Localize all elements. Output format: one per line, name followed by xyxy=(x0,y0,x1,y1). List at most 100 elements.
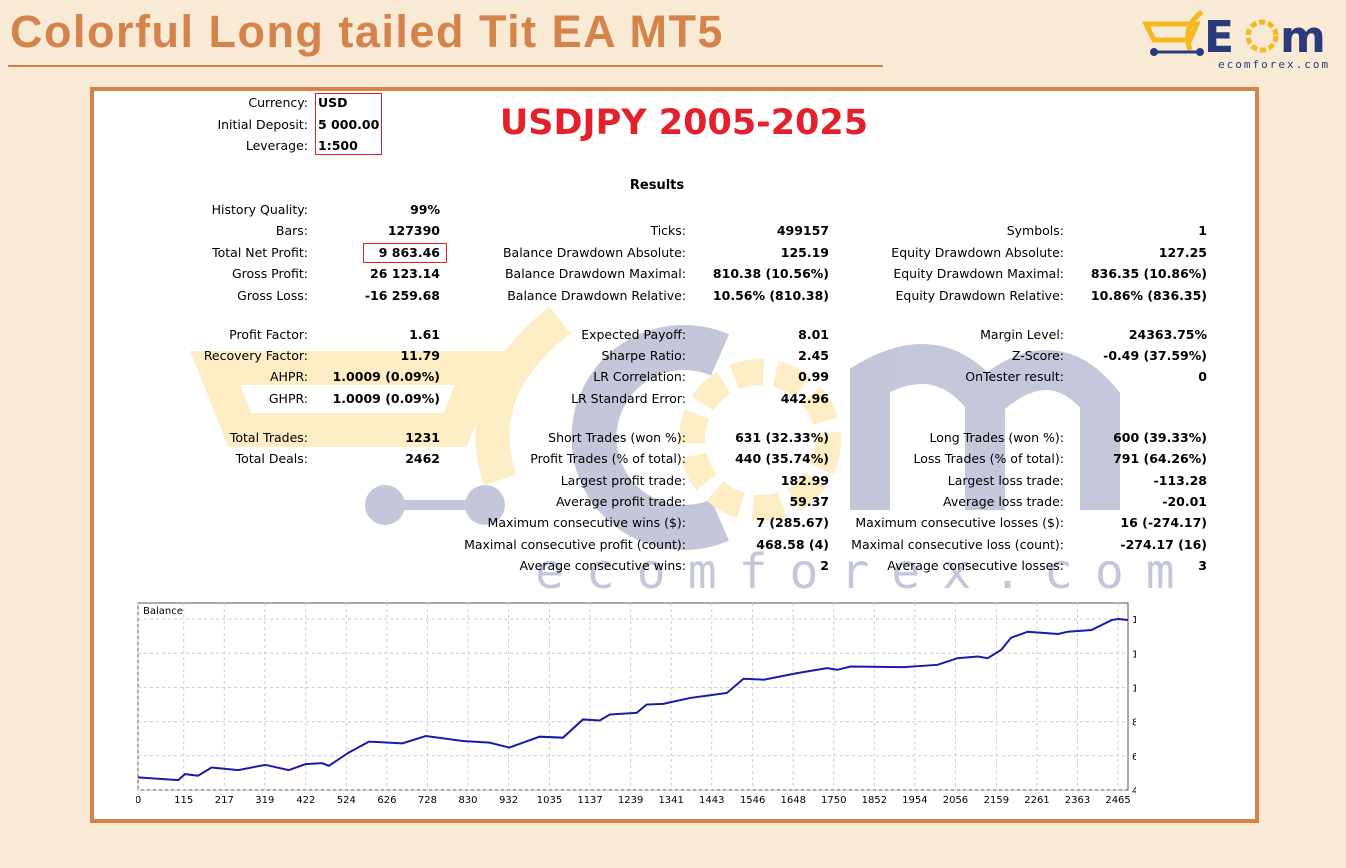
y-tick-label: 4373 xyxy=(1132,786,1136,797)
plot-area xyxy=(137,602,1129,791)
stat-label: Recovery Factor: xyxy=(203,348,308,363)
svg-text:E: E xyxy=(1204,12,1234,63)
stat-label: Equity Drawdown Maximal: xyxy=(893,266,1064,281)
stat-label: Total Trades: xyxy=(229,430,308,445)
stat-value: -0.49 (37.59%) xyxy=(1103,348,1207,363)
x-tick-label: 115 xyxy=(174,795,193,806)
stat-label: AHPR: xyxy=(269,369,308,384)
stat-label: Gross Profit: xyxy=(231,266,308,281)
x-tick-label: 626 xyxy=(377,795,396,806)
stat-label: Equity Drawdown Relative: xyxy=(895,288,1064,303)
x-tick-label: 524 xyxy=(337,795,356,806)
chart-title: Balance xyxy=(143,606,183,617)
x-tick-label: 1341 xyxy=(658,795,683,806)
stat-value: 1231 xyxy=(405,430,440,445)
x-tick-label: 1852 xyxy=(862,795,887,806)
stat-value: 127390 xyxy=(387,223,440,238)
stat-value: 10.56% (810.38) xyxy=(712,288,829,303)
stat-value: -113.28 xyxy=(1153,473,1207,488)
x-tick-label: 0 xyxy=(136,795,141,806)
stat-value: 10.86% (836.35) xyxy=(1090,288,1207,303)
x-tick-label: 2363 xyxy=(1065,795,1090,806)
stat-value: 499157 xyxy=(776,223,829,238)
stat-value: 1.0009 (0.09%) xyxy=(332,369,440,384)
results-heading: Results xyxy=(629,178,685,193)
stat-value: 2.45 xyxy=(798,348,829,363)
y-tick-label: 12714 xyxy=(1132,649,1136,660)
stat-label: OnTester result: xyxy=(965,369,1064,384)
stat-label: Total Deals: xyxy=(235,451,308,466)
stat-value: 791 (64.26%) xyxy=(1113,451,1207,466)
stat-label: Z-Score: xyxy=(1011,348,1064,363)
x-tick-label: 1137 xyxy=(577,795,602,806)
balance-chart: 0 115 217 319 422 524 626 728 830 932 1035 1137 1239… xyxy=(136,602,1136,806)
title-underline xyxy=(8,65,883,67)
x-tick-label: 1443 xyxy=(699,795,724,806)
ecom-logo: E m ecomforex.com xyxy=(1142,9,1330,71)
leverage-value: 1:500 xyxy=(318,138,358,153)
x-tick-label: 2261 xyxy=(1024,795,1049,806)
stat-value: 2462 xyxy=(405,451,440,466)
x-tick-label: 932 xyxy=(499,795,518,806)
symbol-period-title: USDJPY 2005-2025 xyxy=(499,103,869,143)
stat-label: Maximal consecutive loss (count): xyxy=(851,537,1064,552)
x-tick-label: 830 xyxy=(458,795,477,806)
stat-value: 440 (35.74%) xyxy=(735,451,829,466)
stat-value: 836.35 (10.86%) xyxy=(1090,266,1207,281)
currency-value: USD xyxy=(318,95,348,110)
stat-value: 8.01 xyxy=(798,327,829,342)
stat-value: 125.19 xyxy=(780,245,829,260)
x-tick-label: 422 xyxy=(296,795,315,806)
stat-label: Total Net Profit: xyxy=(212,245,308,260)
deposit-label: Initial Deposit: xyxy=(217,117,308,132)
stat-value: 26 123.14 xyxy=(370,266,440,281)
stat-label: Bars: xyxy=(275,223,308,238)
stat-value: 631 (32.33%) xyxy=(735,430,829,445)
stat-label: Balance Drawdown Relative: xyxy=(507,288,686,303)
stat-label: Average profit trade: xyxy=(555,494,686,509)
x-tick-label: 2465 xyxy=(1105,795,1130,806)
x-tick-label: 1954 xyxy=(902,795,927,806)
stat-value: 9 863.46 xyxy=(378,245,440,260)
page-title: Colorful Long tailed Tit EA MT5 xyxy=(10,6,724,57)
x-tick-label: 1750 xyxy=(821,795,846,806)
stat-value: 468.58 (4) xyxy=(756,537,829,552)
stat-value: 24363.75% xyxy=(1128,327,1207,342)
stat-label: Average consecutive losses: xyxy=(887,558,1064,573)
stat-value: 0.99 xyxy=(798,369,829,384)
stat-label: Maximum consecutive wins ($): xyxy=(487,515,686,530)
x-tick-label: 319 xyxy=(255,795,274,806)
stat-label: GHPR: xyxy=(268,391,308,406)
stat-label: LR Standard Error: xyxy=(571,391,686,406)
stat-label: Profit Trades (% of total): xyxy=(530,451,686,466)
stat-value: 16 (-274.17) xyxy=(1120,515,1207,530)
stat-label: Ticks: xyxy=(650,223,686,238)
x-tick-label: 217 xyxy=(215,795,234,806)
x-tick-label: 2159 xyxy=(984,795,1009,806)
stat-value: 810.38 (10.56%) xyxy=(712,266,829,281)
stat-value: 442.96 xyxy=(780,391,829,406)
stat-label: Equity Drawdown Absolute: xyxy=(891,245,1064,260)
x-tick-label: 1239 xyxy=(618,795,643,806)
svg-text:m: m xyxy=(1280,12,1326,63)
x-tick-label: 1648 xyxy=(781,795,806,806)
stat-label: History Quality: xyxy=(211,202,308,217)
stat-label: Loss Trades (% of total): xyxy=(913,451,1064,466)
stat-value: 0 xyxy=(1198,369,1207,384)
stat-label: Profit Factor: xyxy=(229,327,308,342)
net-profit-highlight-box xyxy=(363,243,447,263)
stat-label: Average loss trade: xyxy=(943,494,1064,509)
stat-value: 7 (285.67) xyxy=(756,515,829,530)
stat-value: 59.37 xyxy=(789,494,829,509)
x-tick-label: 1035 xyxy=(537,795,562,806)
stat-value: 99% xyxy=(410,202,440,217)
stat-label: Sharpe Ratio: xyxy=(601,348,686,363)
stat-label: Maximal consecutive profit (count): xyxy=(464,537,686,552)
stat-label: Maximum consecutive losses ($): xyxy=(855,515,1064,530)
svg-text:ecomforex.com: ecomforex.com xyxy=(1218,58,1330,71)
y-tick-label: 14800 xyxy=(1132,615,1136,626)
stat-label: Largest loss trade: xyxy=(947,473,1064,488)
stat-value: 182.99 xyxy=(780,473,829,488)
stat-label: Gross Loss: xyxy=(237,288,308,303)
deposit-value: 5 000.00 xyxy=(318,117,380,132)
